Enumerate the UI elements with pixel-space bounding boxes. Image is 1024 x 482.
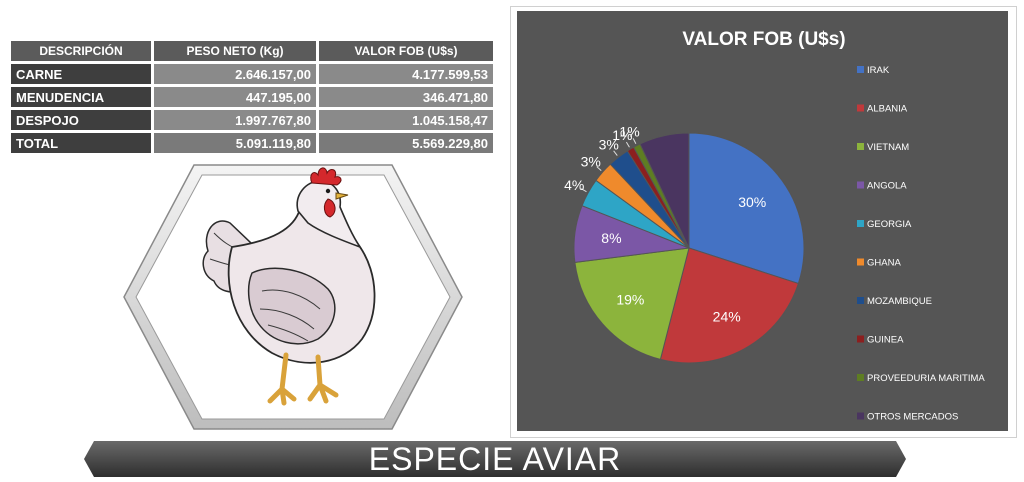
slice-leader-line [596,166,602,172]
table-row: CARNE 2.646.157,00 4.177.599,53 [11,64,493,84]
row-desc: MENUDENCIA [11,87,151,107]
table-row: MENUDENCIA 447.195,00 346.471,80 [11,87,493,107]
row-desc: TOTAL [11,133,151,153]
row-fob: 1.045.158,47 [319,110,493,130]
row-fob: 346.471,80 [319,87,493,107]
pie-chart: VALOR FOB (U$s) 30%24%19%8%4%3%3%1%1% IR… [564,29,985,423]
chart-title: VALOR FOB (U$s) [682,29,845,50]
row-peso: 2.646.157,00 [154,64,316,84]
slice-data-label: 30% [738,194,766,210]
table-row: DESPOJO 1.997.767,80 1.045.158,47 [11,110,493,130]
header-descripcion: DESCRIPCIÓN [11,41,151,61]
legend-swatch [857,66,864,73]
legend-swatch [857,297,864,304]
slice-data-label: 24% [713,309,741,325]
legend-entry: PROVEEDURIA MARITIMA [867,373,985,384]
legend-entry: IRAK [867,65,890,76]
legend-swatch [857,220,864,227]
legend-entry: GHANA [867,258,901,269]
chart-panel: VALOR FOB (U$s) 30% 24% 19% 8% 4% 3% 3% 1% 1% IR… [510,6,1017,438]
slice-data-label: 1% [612,127,632,143]
banner-title: ESPECIE AVIAR [368,441,622,477]
slice-leader-line [625,141,630,148]
pie-slice-otros-mercados [639,132,690,249]
pie-slice-albania [659,247,800,364]
row-fob: 5.569.229,80 [319,133,493,153]
legend-swatch [857,374,864,381]
table-header-row: DESCRIPCIÓN PESO NETO (Kg) VALOR FOB (U$… [11,41,493,61]
row-peso: 5.091.119,80 [154,133,316,153]
legend-swatch [857,104,864,112]
legend-entry: ALBANIA [867,104,908,115]
legend-entry: MOZAMBIQUE [867,296,932,307]
legend-entry: GEORGIA [867,219,912,230]
legend-entry: OTROS MERCADOS [867,412,958,423]
slice-data-label: 3% [581,153,601,169]
row-desc: DESPOJO [11,110,151,130]
slice-leader-line [613,150,618,156]
row-desc: CARNE [11,64,151,84]
slice-leader-line [580,188,587,193]
legend-entry: ANGOLA [867,181,907,192]
legend-entry: GUINEA [867,335,904,346]
row-peso: 1.997.767,80 [154,110,316,130]
legend-swatch [857,181,864,189]
pie-slice-vietnam [574,247,690,360]
banner-shape [84,441,906,477]
table-row-total: TOTAL 5.091.119,80 5.569.229,80 [11,133,493,153]
slice-data-label: 1% [619,123,639,139]
header-valor-fob: VALOR FOB (U$s) [319,41,493,61]
pie-slice-irak [688,132,805,285]
legend-swatch [857,412,864,420]
slice-leader-line [632,138,637,144]
slice-data-label: 3% [599,136,619,152]
legend-swatch [857,335,864,343]
legend-swatch [857,143,864,150]
slice-data-label: 8% [601,230,621,246]
row-fob: 4.177.599,53 [319,64,493,84]
chart-plot-area: VALOR FOB (U$s) 30% 24% 19% 8% 4% 3% 3% 1% 1% IR… [517,11,1008,431]
slice-data-label: 19% [616,292,644,308]
row-peso: 447.195,00 [154,87,316,107]
legend-swatch [857,258,864,266]
hexagon-picture-frame [123,164,463,430]
header-peso-neto: PESO NETO (Kg) [154,41,316,61]
chicken-illustration [202,167,376,406]
legend-entry: VIETNAM [867,142,909,153]
slice-data-label: 4% [564,177,584,193]
export-table: DESCRIPCIÓN PESO NETO (Kg) VALOR FOB (U$… [8,38,496,156]
